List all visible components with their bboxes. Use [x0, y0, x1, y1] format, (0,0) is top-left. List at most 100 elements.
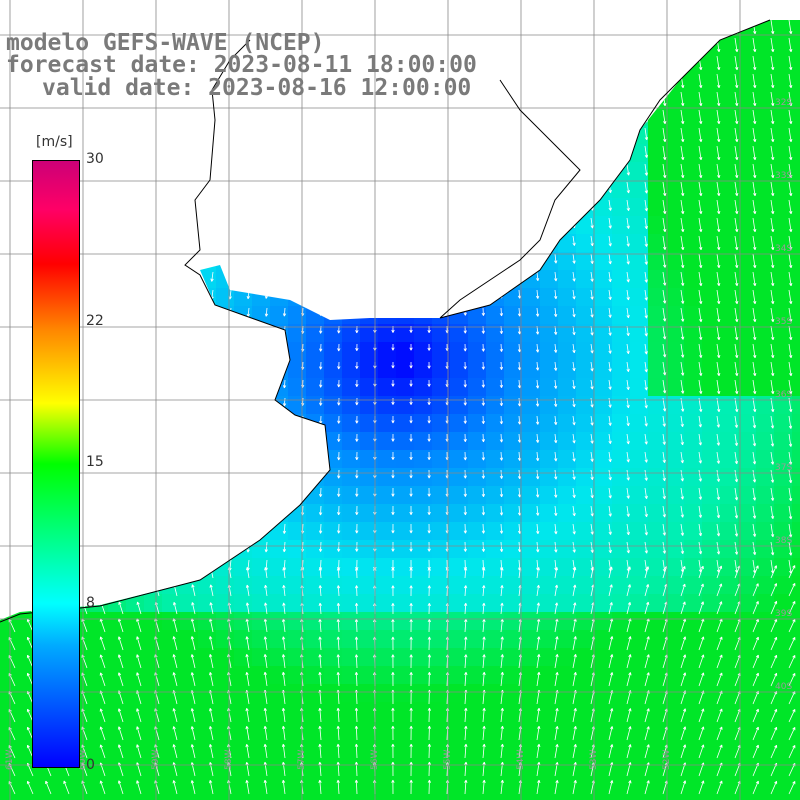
wind-arrow — [536, 91, 540, 104]
field-cell — [468, 324, 486, 342]
wind-arrow — [391, 109, 395, 121]
wind-arrow — [354, 707, 359, 723]
field-cell — [180, 144, 198, 162]
wind-arrow — [554, 433, 558, 444]
field-cell — [342, 558, 360, 576]
field-cell — [360, 612, 378, 630]
field-cell — [378, 324, 396, 342]
wind-arrow — [535, 361, 540, 371]
field-cell — [756, 36, 774, 54]
wind-arrow — [626, 181, 630, 194]
wind-arrow — [337, 397, 341, 406]
field-cell — [234, 396, 252, 414]
wind-arrow — [46, 109, 52, 124]
field-cell — [792, 612, 800, 630]
field-cell — [126, 414, 144, 432]
wind-arrow — [572, 289, 576, 300]
field-cell — [702, 612, 720, 630]
field-cell — [252, 468, 270, 486]
field-cell — [36, 774, 54, 792]
wind-arrow — [788, 217, 793, 233]
wind-arrow — [264, 469, 269, 480]
wind-arrow — [716, 415, 720, 428]
field-cell — [234, 648, 252, 666]
field-cell — [504, 666, 522, 684]
wind-arrow — [355, 37, 359, 51]
field-cell — [432, 216, 450, 234]
field-cell — [216, 252, 234, 270]
field-cell — [108, 360, 126, 378]
wind-arrow — [626, 37, 631, 52]
field-cell — [540, 684, 558, 702]
wind-arrow — [535, 289, 540, 299]
field-cell — [702, 792, 720, 800]
field-cell — [468, 234, 486, 252]
field-cell — [558, 270, 576, 288]
wind-arrow — [770, 565, 777, 579]
field-cell — [504, 378, 522, 396]
wind-arrow — [282, 307, 287, 317]
field-cell — [666, 720, 684, 738]
field-cell — [774, 684, 792, 702]
wind-arrow — [101, 523, 106, 536]
wind-arrow — [337, 289, 341, 298]
field-cell — [684, 306, 702, 324]
wind-arrow — [264, 217, 268, 228]
latitude-label: 35S — [775, 317, 792, 327]
field-cell — [648, 540, 666, 558]
field-cell — [414, 180, 432, 198]
wind-arrow — [626, 433, 630, 445]
wind-arrow — [752, 361, 757, 377]
field-cell — [702, 72, 720, 90]
field-cell — [162, 342, 180, 360]
field-cell — [792, 360, 800, 378]
wind-arrow — [499, 523, 504, 534]
field-cell — [720, 360, 738, 378]
field-cell — [432, 702, 450, 720]
wind-arrow — [427, 602, 431, 615]
wind-arrow — [626, 744, 632, 759]
field-cell — [720, 648, 738, 666]
wind-arrow — [481, 469, 486, 479]
wind-arrow — [282, 181, 287, 193]
wind-arrow — [698, 565, 704, 579]
field-cell — [720, 792, 738, 800]
wind-arrow — [354, 779, 359, 795]
wind-arrow — [752, 109, 757, 125]
wind-arrow — [409, 307, 413, 316]
field-cell — [486, 558, 504, 576]
wind-arrow — [190, 744, 196, 759]
wind-arrow — [210, 469, 214, 480]
wind-arrow — [245, 584, 250, 597]
field-cell — [162, 468, 180, 486]
field-cell — [432, 342, 450, 360]
wind-arrow — [210, 253, 214, 264]
field-cell — [738, 486, 756, 504]
field-cell — [0, 144, 18, 162]
field-cell — [306, 216, 324, 234]
field-cell — [378, 648, 396, 666]
field-cell — [540, 90, 558, 108]
field-cell — [702, 20, 720, 36]
wind-arrow — [481, 541, 486, 552]
field-cell — [450, 594, 468, 612]
wind-arrow — [554, 469, 558, 480]
wind-arrow — [752, 744, 759, 759]
field-cell — [288, 126, 306, 144]
wind-arrow — [318, 199, 323, 210]
wind-arrow — [336, 109, 341, 122]
field-cell — [486, 306, 504, 324]
field-cell — [432, 558, 450, 576]
wind-arrow — [137, 523, 142, 536]
wind-arrow — [282, 127, 286, 139]
field-cell — [198, 522, 216, 540]
wind-arrow — [770, 600, 778, 615]
field-cell — [342, 198, 360, 216]
wind-arrow — [463, 20, 468, 33]
field-cell — [180, 360, 198, 378]
field-cell — [468, 486, 486, 504]
field-cell — [756, 54, 774, 72]
field-cell — [504, 540, 522, 558]
field-cell — [378, 612, 396, 630]
wind-arrow — [626, 601, 632, 615]
